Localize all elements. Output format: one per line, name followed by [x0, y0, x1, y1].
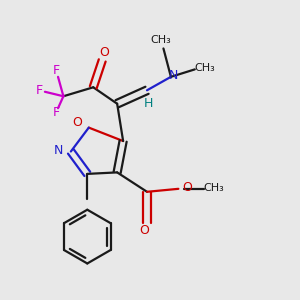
- Text: F: F: [52, 106, 59, 119]
- Text: O: O: [182, 181, 192, 194]
- Text: F: F: [35, 84, 43, 97]
- Text: H: H: [144, 97, 153, 110]
- Text: CH₃: CH₃: [195, 64, 216, 74]
- Text: F: F: [52, 64, 59, 77]
- Text: CH₃: CH₃: [204, 183, 225, 193]
- Text: O: O: [139, 224, 149, 237]
- Text: N: N: [169, 69, 178, 82]
- Text: O: O: [99, 46, 109, 59]
- Text: O: O: [73, 116, 82, 129]
- Text: N: N: [54, 144, 64, 157]
- Text: CH₃: CH₃: [150, 34, 171, 44]
